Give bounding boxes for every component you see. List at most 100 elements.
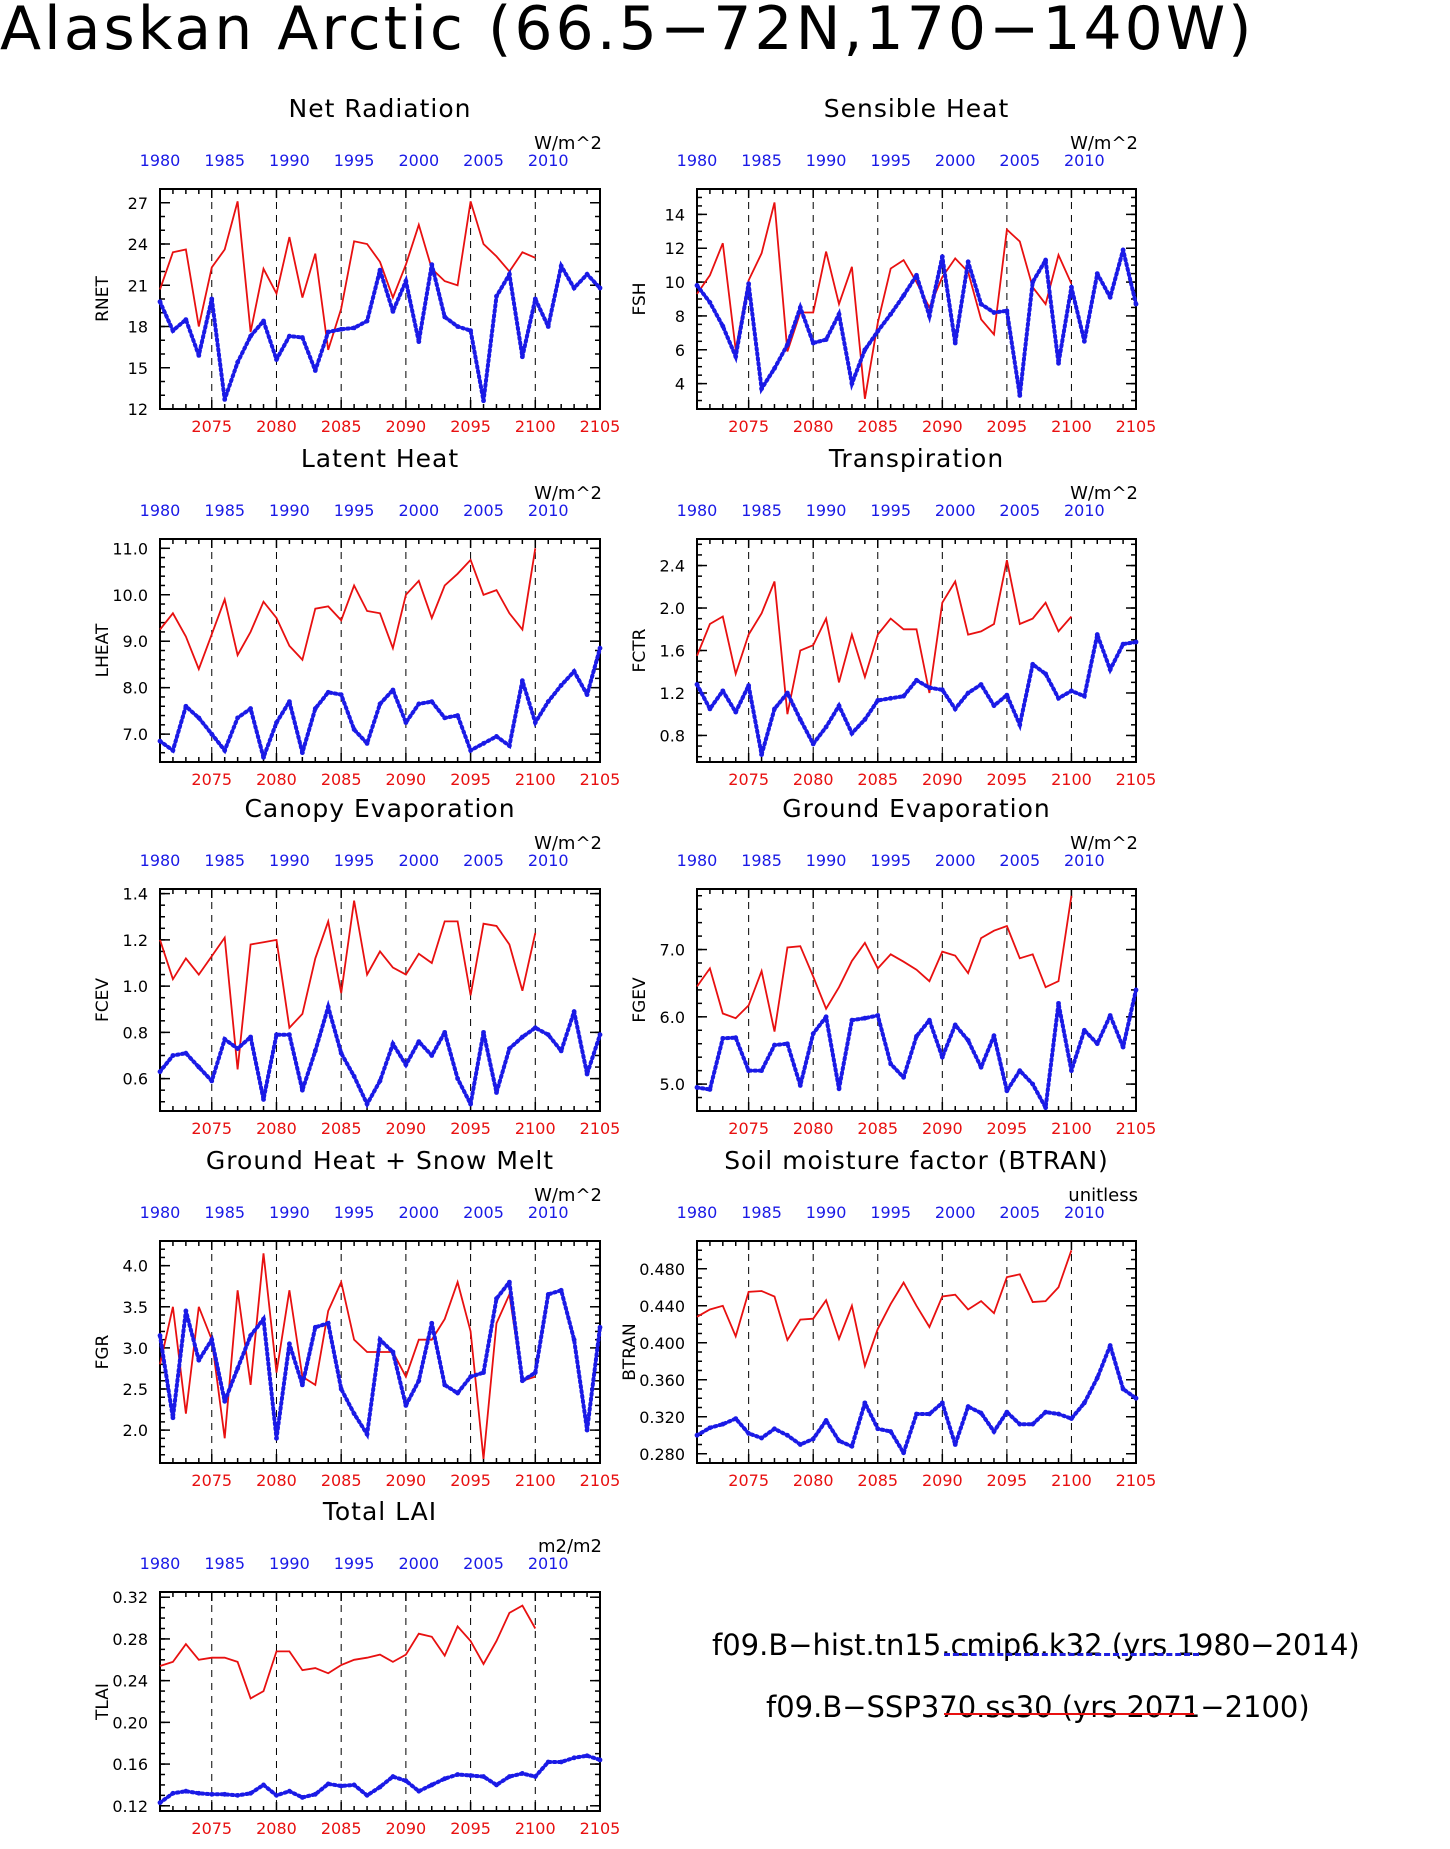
data-point-hist xyxy=(720,323,726,329)
data-point-hist xyxy=(416,1039,422,1045)
x-tick-label-top: 2010 xyxy=(1064,851,1105,870)
x-tick-label-top: 1990 xyxy=(269,501,310,520)
data-point-hist xyxy=(312,368,318,373)
panel-units: W/m^2 xyxy=(534,833,602,854)
data-point-hist xyxy=(507,743,512,749)
data-point-hist xyxy=(351,325,357,331)
x-tick-label-top: 1985 xyxy=(204,851,245,870)
x-tick-label-bottom: 2075 xyxy=(191,1471,232,1490)
x-tick-label-top: 1980 xyxy=(140,501,181,520)
data-point-hist xyxy=(442,1382,448,1388)
y-tick-label: 0.12 xyxy=(112,1797,148,1816)
data-point-hist xyxy=(1030,1421,1036,1427)
data-point-hist xyxy=(532,1774,538,1779)
data-point-hist xyxy=(558,1048,564,1054)
data-point-hist xyxy=(222,1036,228,1042)
data-point-hist xyxy=(571,1009,577,1014)
y-tick-label: 12 xyxy=(128,400,148,419)
x-tick-label-bottom: 2080 xyxy=(256,1471,297,1490)
data-point-hist xyxy=(442,1029,448,1035)
data-point-hist xyxy=(558,1287,564,1293)
y-tick-label: 0.32 xyxy=(112,1588,148,1607)
data-point-hist xyxy=(759,386,764,392)
data-point-hist xyxy=(1081,1400,1087,1406)
x-tick-label-top: 1995 xyxy=(870,851,911,870)
x-tick-label-bottom: 2100 xyxy=(515,1119,556,1138)
x-tick-label-bottom: 2100 xyxy=(1051,417,1092,436)
series-line-ssp xyxy=(159,1253,536,1459)
data-point-hist xyxy=(519,354,525,360)
data-point-hist xyxy=(823,1418,829,1423)
panel-title: Canopy Evaporation xyxy=(244,794,515,823)
plot-frame xyxy=(159,538,601,763)
data-point-hist xyxy=(965,1037,971,1043)
data-point-hist xyxy=(733,709,739,715)
y-tick-label: 1.2 xyxy=(123,931,148,950)
panel-units: W/m^2 xyxy=(534,483,602,504)
data-point-hist xyxy=(468,1374,473,1380)
y-axis-label: RNET xyxy=(93,276,113,322)
data-point-hist xyxy=(810,340,816,346)
data-point-hist xyxy=(274,357,279,362)
data-point-hist xyxy=(875,1426,881,1432)
data-point-hist xyxy=(222,1398,228,1404)
x-tick-label-top: 2000 xyxy=(398,1203,439,1222)
y-tick-label: 0.480 xyxy=(639,1260,685,1279)
data-point-hist xyxy=(720,1035,726,1041)
data-point-hist xyxy=(390,308,396,314)
x-tick-label-bottom: 2105 xyxy=(1116,1119,1157,1138)
data-point-hist xyxy=(875,328,881,334)
chart-panel-rnet: 2075 2080 2085 2090 2095 2100 2105 1980 1985 1990… xyxy=(93,94,620,436)
x-tick-label-top: 2000 xyxy=(935,501,976,520)
x-tick-label-top: 1980 xyxy=(677,851,718,870)
data-point-hist xyxy=(364,1431,370,1437)
chart-panel-btran: 2075 2080 2085 2090 2095 2100 2105 1980 1985 1990… xyxy=(620,1146,1156,1490)
data-point-hist xyxy=(248,333,253,339)
data-point-hist xyxy=(196,1790,202,1796)
data-point-hist xyxy=(939,1054,945,1060)
data-point-hist xyxy=(1107,667,1113,673)
data-point-hist xyxy=(1017,393,1023,398)
data-point-hist xyxy=(1081,693,1087,699)
panel-title: Ground Evaporation xyxy=(782,794,1050,823)
data-point-hist xyxy=(772,706,777,712)
y-tick-label: 24 xyxy=(128,235,148,254)
data-point-hist xyxy=(558,1759,564,1765)
data-point-hist xyxy=(849,1443,855,1449)
data-point-hist xyxy=(351,1782,357,1788)
x-tick-label-bottom: 2100 xyxy=(1051,1471,1092,1490)
data-point-hist xyxy=(746,281,752,287)
data-point-hist xyxy=(455,713,461,718)
x-tick-label-top: 2000 xyxy=(935,151,976,170)
data-point-hist xyxy=(1043,1105,1049,1111)
y-axis-label: LHEAT xyxy=(93,623,113,677)
data-point-hist xyxy=(1120,1386,1126,1392)
data-point-hist xyxy=(338,326,344,332)
data-point-hist xyxy=(325,1781,331,1787)
x-tick-label-top: 2000 xyxy=(398,851,439,870)
data-point-hist xyxy=(170,1053,176,1058)
data-point-hist xyxy=(507,1046,512,1051)
data-point-hist xyxy=(1017,1068,1023,1074)
data-point-hist xyxy=(978,1064,984,1070)
x-tick-label-top: 1985 xyxy=(204,501,245,520)
data-point-hist xyxy=(299,335,305,340)
data-point-hist xyxy=(1069,284,1074,290)
panel-units: W/m^2 xyxy=(1070,833,1138,854)
data-point-hist xyxy=(287,699,292,705)
data-point-hist xyxy=(261,754,266,760)
data-point-hist xyxy=(338,692,344,698)
data-point-hist xyxy=(170,1415,176,1421)
data-point-hist xyxy=(584,1071,590,1077)
data-point-hist xyxy=(571,1337,577,1343)
data-point-hist xyxy=(507,1774,512,1779)
y-tick-label: 0.16 xyxy=(112,1755,148,1774)
x-tick-label-bottom: 2105 xyxy=(1116,1471,1157,1490)
data-point-hist xyxy=(468,1773,473,1778)
data-point-hist xyxy=(991,1033,997,1039)
plot-frame xyxy=(696,888,1137,1112)
data-point-hist xyxy=(597,1032,603,1038)
x-tick-label-bottom: 2100 xyxy=(515,770,556,789)
chart-panel-fgr: 2075 2080 2085 2090 2095 2100 2105 1980 1985 1990… xyxy=(93,1146,620,1490)
y-tick-label: 12 xyxy=(665,239,685,258)
